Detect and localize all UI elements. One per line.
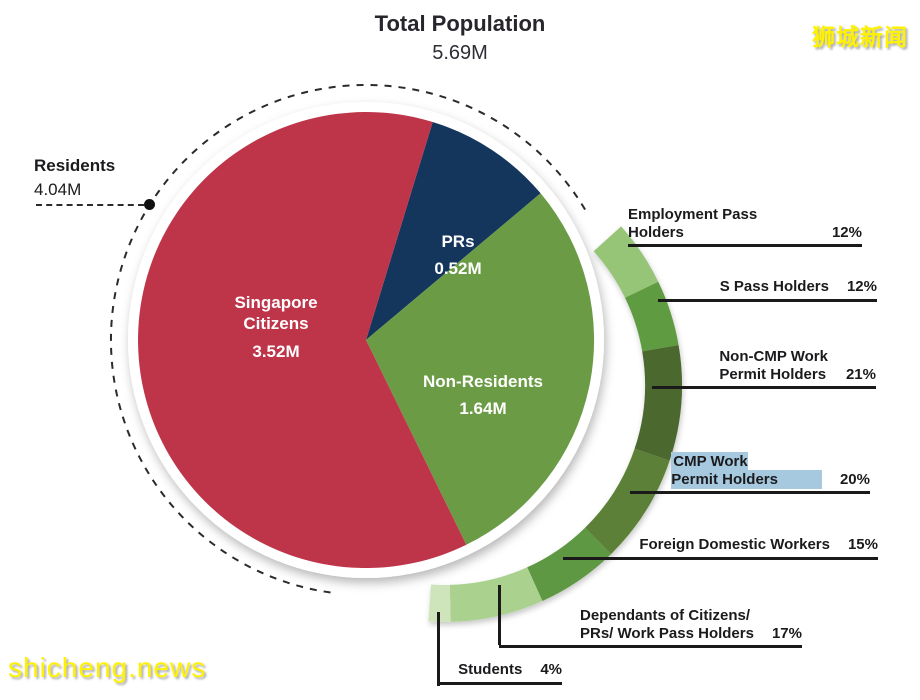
label-text: Foreign Domestic Workers (639, 536, 830, 553)
residents-dashed-circle (110, 83, 588, 594)
slice-value: 3.52M (252, 341, 300, 361)
slice-value: 0.52M (434, 259, 482, 279)
ring-segment-foreign-domestic-workers (527, 527, 611, 601)
slice-name: PRs (441, 232, 475, 251)
label-text: S Pass Holders (719, 278, 829, 295)
ring-segment-non-cmp-work-permit-holders (634, 345, 682, 461)
chart-title: Total Population (374, 11, 546, 36)
residents-value: 4.04M (34, 180, 82, 199)
label-cmp-work-permit-holders: CMP Work Permit Holders 20% (630, 452, 870, 495)
label-text: CMP Work Permit Holders (671, 452, 822, 489)
ring-segment-cmp-work-permit-holders (585, 448, 670, 555)
pie-slice-prs (366, 122, 541, 340)
ring-segment-dependants-of-citizens-prs-work-pass-holders (449, 567, 543, 622)
pie-slice-singapore-citizens (138, 112, 467, 569)
label-employment-pass-holders: Employment Pass Holders 12% (628, 206, 862, 248)
watermark-logo: 狮城新闻 (812, 24, 908, 50)
label-text: Students (458, 661, 523, 678)
label-pct: 21% (845, 365, 876, 383)
slice-value: 1.64M (459, 399, 507, 419)
label-pct: 17% (771, 624, 802, 642)
label-text: Non-CMP Work Permit Holders (719, 348, 828, 383)
label-pct: 15% (847, 536, 878, 553)
label-students: Students 4% (437, 661, 562, 685)
slice-name: Non-Residents (423, 372, 543, 391)
label-pct: 20% (839, 470, 870, 488)
non-residents-breakdown-ring (428, 226, 682, 622)
pie-slice-non-residents (366, 193, 595, 545)
residents-label: Residents (34, 156, 116, 175)
ring-segment-students (428, 584, 451, 622)
slice-label-prs: PRs 0.52M (402, 231, 514, 279)
label-foreign-domestic-workers: Foreign Domestic Workers 15% (563, 536, 878, 560)
label-s-pass-holders: S Pass Holders 12% (658, 278, 877, 302)
slice-name: Singapore Citizens (234, 293, 318, 334)
slice-label-singapore-citizens: Singapore Citizens 3.52M (185, 292, 367, 362)
slice-label-non-residents: Non-Residents 1.64M (387, 371, 579, 419)
students-connector-line (437, 612, 440, 686)
label-pct: 12% (831, 223, 862, 241)
label-pct: 12% (846, 278, 877, 295)
label-pct: 4% (540, 661, 562, 678)
ring-segment-employment-pass-holders (593, 226, 659, 298)
watermark-url: shicheng.news (8, 652, 207, 683)
chart-total-value: 5.69M (432, 42, 488, 64)
label-text: Dependants of Citizens/ PRs/ Work Pass H… (580, 607, 754, 642)
dependants-connector-line (498, 585, 501, 645)
label-dependants: Dependants of Citizens/ PRs/ Work Pass H… (499, 607, 802, 649)
label-text: Employment Pass Holders (628, 206, 758, 241)
residents-callout: Residents 4.04M (34, 156, 115, 200)
residents-anchor-dot (144, 199, 155, 210)
residents-leader-line (36, 204, 144, 206)
label-non-cmp-work-permit-holders: Non-CMP Work Permit Holders 21% (652, 348, 876, 390)
